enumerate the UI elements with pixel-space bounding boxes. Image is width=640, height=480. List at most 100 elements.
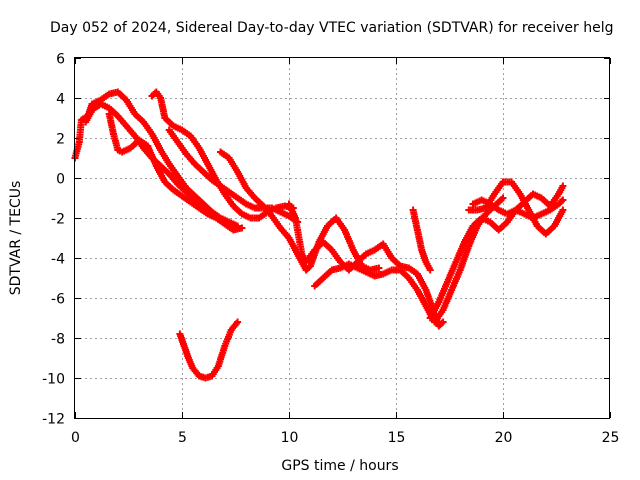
data-point: [208, 176, 223, 189]
y-tick-label: -6: [51, 292, 65, 308]
data-point: [546, 201, 561, 214]
data-point: [88, 101, 103, 114]
data-point: [405, 264, 420, 277]
data-point: [195, 372, 207, 381]
y-axis-label: SDTVAR / TECUs: [8, 181, 24, 296]
data-point: [542, 224, 557, 238]
data-point: [157, 146, 172, 166]
data-point: [302, 263, 313, 274]
data-point: [328, 246, 343, 264]
data-point: [114, 146, 124, 155]
y-tick-label: 4: [56, 92, 65, 108]
data-point: [234, 168, 249, 190]
data-point: [413, 270, 429, 292]
x-axis-label: GPS time / hours: [281, 458, 398, 474]
data-point: [135, 136, 150, 149]
data-point: [238, 224, 246, 232]
data-point: [435, 319, 446, 330]
data-point: [495, 220, 510, 234]
data-points: [71, 88, 567, 382]
data-point: [546, 192, 561, 210]
data-point: [490, 180, 506, 198]
data-point: [165, 170, 180, 186]
data-point: [131, 110, 146, 124]
series-track-c: [105, 110, 246, 234]
data-point: [332, 214, 347, 232]
data-point: [174, 138, 189, 156]
data-point: [375, 264, 383, 272]
data-point: [559, 196, 567, 204]
data-point: [114, 88, 129, 102]
x-tick-label: 15: [388, 430, 406, 446]
data-point: [499, 194, 507, 202]
x-tick-label: 25: [602, 430, 620, 446]
data-point: [217, 148, 231, 161]
data-point: [208, 364, 221, 380]
data-point: [195, 204, 210, 217]
data-point: [268, 212, 283, 230]
data-point: [311, 276, 325, 290]
data-point: [405, 274, 420, 292]
y-tick-label: -8: [51, 332, 65, 348]
x-tick-label: 5: [178, 430, 187, 446]
data-point: [157, 162, 171, 176]
data-point: [319, 268, 334, 282]
data-point: [178, 126, 193, 139]
data-point: [202, 373, 214, 382]
y-axis-ticks: 6 4 2 0 -2 -4 -6 -8 -10 -12: [42, 52, 610, 428]
data-point: [426, 300, 442, 322]
series-track-l: [469, 196, 567, 222]
data-point: [456, 244, 472, 274]
data-point: [221, 190, 236, 208]
data-point: [148, 89, 159, 100]
data-point: [140, 118, 155, 136]
data-point: [319, 238, 334, 252]
data-point: [217, 182, 231, 195]
data-point: [97, 91, 111, 104]
data-point: [354, 252, 368, 266]
data-point: [148, 130, 163, 152]
data-point: [165, 160, 180, 178]
y-tick-label: 2: [56, 132, 65, 148]
y-tick-label: -12: [42, 412, 65, 428]
data-point: [195, 144, 211, 166]
data-point: [122, 96, 138, 116]
data-point: [242, 184, 257, 200]
x-axis-ticks: 0 5 10 15 20 25: [71, 58, 619, 446]
data-point: [251, 194, 266, 208]
x-tick-label: 0: [71, 430, 80, 446]
chart-title: Day 052 of 2024, Sidereal Day-to-day VTE…: [50, 20, 613, 36]
series-track-e: [165, 126, 302, 226]
data-point: [169, 186, 184, 199]
data-point: [486, 200, 501, 213]
data-point: [259, 202, 274, 218]
data-point: [291, 214, 305, 256]
y-tick-label: 0: [56, 172, 65, 188]
series-track-i: [409, 206, 434, 274]
data-point: [516, 190, 532, 212]
data-point: [187, 132, 202, 150]
data-point: [174, 172, 189, 190]
data-point: [189, 364, 202, 378]
data-point: [396, 266, 411, 280]
series-track-m: [176, 318, 242, 382]
data-point: [182, 188, 197, 202]
data-point: [234, 194, 248, 207]
data-point: [555, 197, 565, 208]
data-point: [178, 192, 193, 205]
data-point: [225, 154, 240, 174]
y-tick-label: 6: [56, 52, 65, 68]
data-point: [229, 202, 244, 216]
data-point: [114, 112, 129, 128]
plot-frame: [74, 57, 610, 419]
data-point: [234, 318, 242, 326]
data-point: [122, 122, 137, 138]
x-tick-label: 10: [281, 430, 299, 446]
data-point: [161, 114, 176, 128]
data-point: [161, 178, 176, 192]
data-point: [559, 206, 567, 214]
data-point: [174, 180, 189, 194]
data-point: [426, 266, 434, 274]
data-point: [559, 182, 567, 190]
